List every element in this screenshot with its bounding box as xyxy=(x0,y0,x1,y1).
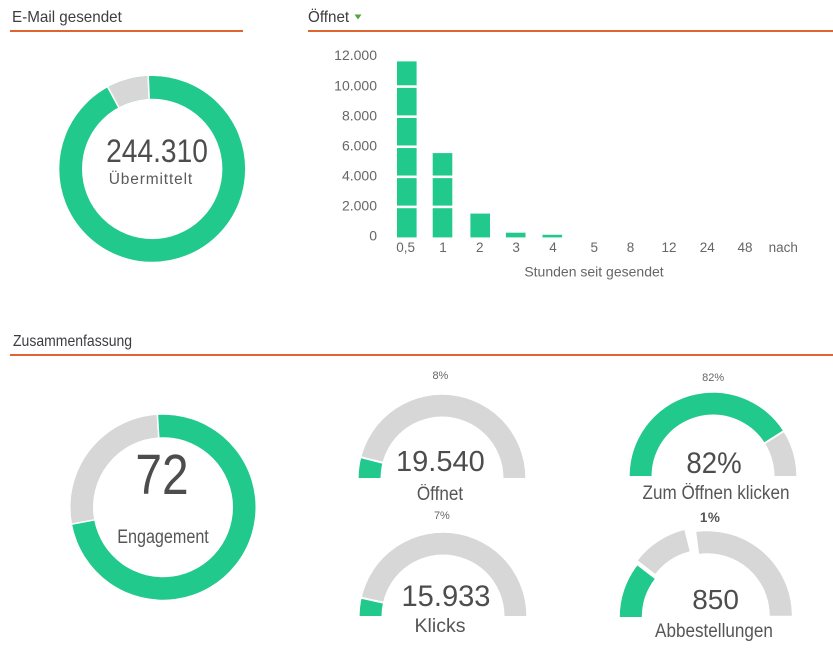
svg-text:2.000: 2.000 xyxy=(342,198,377,214)
svg-text:0: 0 xyxy=(369,228,377,244)
svg-text:48: 48 xyxy=(737,240,752,255)
svg-text:24: 24 xyxy=(700,240,716,255)
svg-text:nach: nach xyxy=(769,240,798,255)
svg-text:12.000: 12.000 xyxy=(334,47,377,63)
svg-text:3: 3 xyxy=(512,240,520,255)
svg-text:8.000: 8.000 xyxy=(342,107,377,123)
svg-text:4: 4 xyxy=(549,240,557,255)
svg-text:0,5: 0,5 xyxy=(396,240,415,255)
svg-text:12: 12 xyxy=(661,240,676,255)
svg-text:1: 1 xyxy=(439,240,447,255)
svg-text:4.000: 4.000 xyxy=(342,168,377,184)
svg-text:5: 5 xyxy=(590,240,598,255)
svg-text:2: 2 xyxy=(476,240,484,255)
svg-text:10.000: 10.000 xyxy=(334,77,377,93)
svg-text:6.000: 6.000 xyxy=(342,137,377,153)
svg-text:Stunden seit gesendet: Stunden seit gesendet xyxy=(524,264,663,280)
svg-text:8: 8 xyxy=(627,240,635,255)
